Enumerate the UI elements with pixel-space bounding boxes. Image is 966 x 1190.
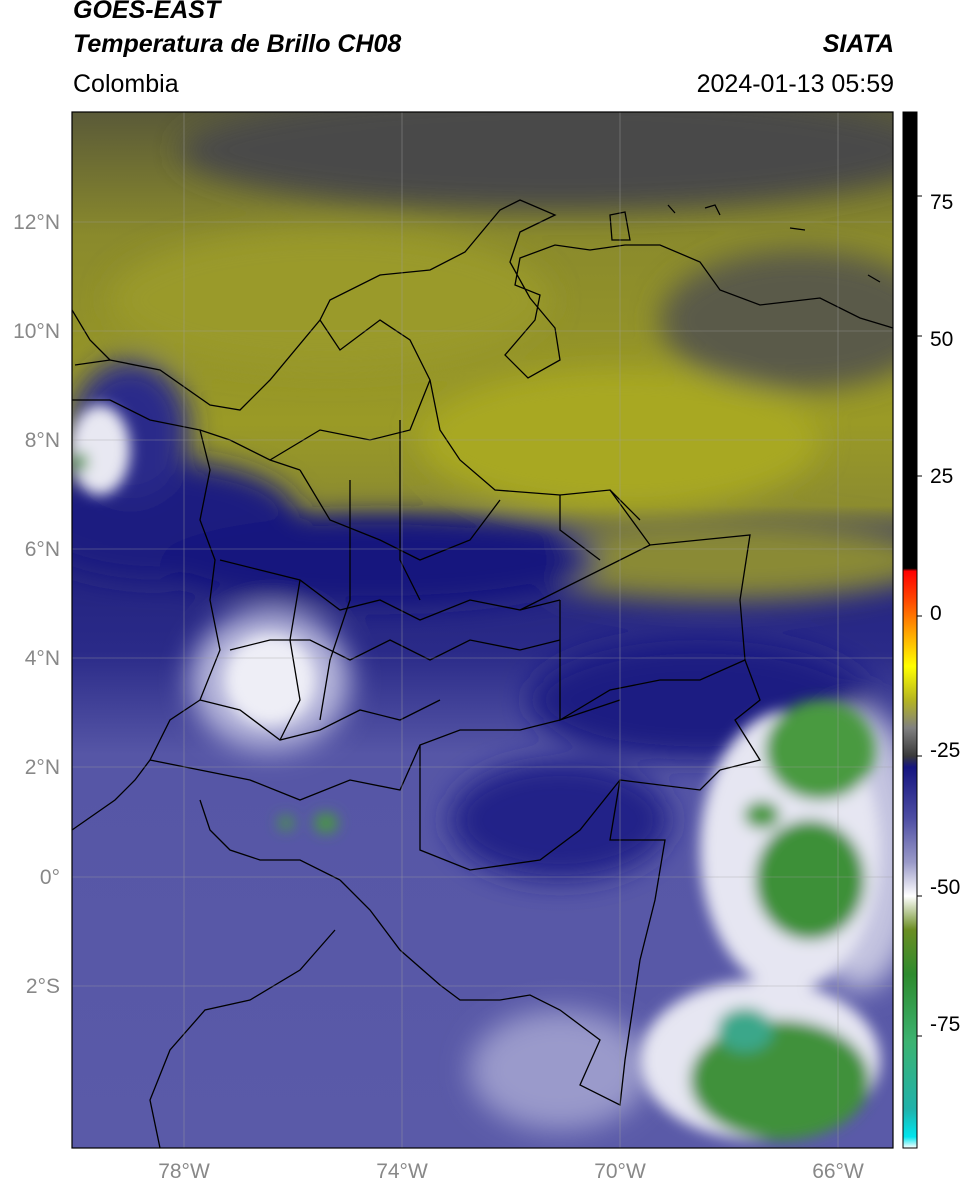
- lat-label-12n: 12°N: [13, 211, 60, 234]
- lat-label-0: 0°: [39, 866, 60, 889]
- coastline-pacific: [72, 399, 221, 831]
- coastline-caribbean: [74, 199, 893, 411]
- dept-7: [419, 745, 621, 871]
- organization-label: SIATA: [822, 30, 894, 58]
- border-peru: [199, 799, 341, 881]
- lat-label-10n: 10°N: [13, 320, 60, 343]
- colorbar-tick-50: 50: [930, 328, 954, 351]
- lat-label-6n: 6°N: [24, 538, 60, 561]
- colorbar-gradient: [903, 112, 917, 1148]
- lat-label-4n: 4°N: [24, 647, 60, 670]
- lon-label-74w: 74°W: [376, 1160, 428, 1183]
- dept-4: [229, 639, 561, 661]
- dept-5: [199, 699, 441, 741]
- lon-label-78w: 78°W: [158, 1160, 210, 1183]
- boundaries: [72, 199, 893, 1148]
- dept-6: [149, 699, 621, 801]
- dept-3: [219, 559, 561, 621]
- lat-label-2s: 2°S: [25, 975, 60, 998]
- lat-label-8n: 8°N: [24, 429, 60, 452]
- dept-9: [319, 480, 351, 721]
- colorbar-tick-minus25: -25: [930, 739, 961, 762]
- venezuela-states: [519, 489, 651, 611]
- colorbar-tick-75: 75: [930, 191, 954, 214]
- lat-label-2n: 2°N: [24, 756, 60, 779]
- border-brazil: [339, 769, 721, 1106]
- cloud-field: [72, 112, 893, 1148]
- graticule: [72, 112, 893, 1148]
- border-panama: [199, 429, 301, 471]
- colorbar-tick-25: 25: [930, 465, 954, 488]
- region-label: Colombia: [73, 70, 179, 98]
- colorbar: [903, 112, 922, 1148]
- dept-1: [269, 319, 431, 461]
- satellite-title: GOES-EAST: [73, 0, 221, 24]
- colorbar-tick-minus50: -50: [930, 876, 961, 899]
- colorbar-frame: [902, 111, 918, 1149]
- lon-label-66w: 66°W: [812, 1160, 864, 1183]
- map-frame: [71, 111, 894, 1149]
- dept-11: [279, 579, 301, 741]
- dept-10: [399, 420, 421, 601]
- central-america: [72, 309, 111, 401]
- coastline-south: [149, 929, 336, 1148]
- lon-label-70w: 70°W: [594, 1160, 646, 1183]
- dept-8: [559, 600, 746, 722]
- border-venezuela: [429, 379, 762, 771]
- colorbar-tick-0: 0: [930, 602, 942, 625]
- islands: [609, 204, 881, 283]
- datetime-label: 2024-01-13 05:59: [696, 70, 894, 98]
- product-title: Temperatura de Brillo CH08: [73, 30, 402, 58]
- colorbar-tick-minus75: -75: [930, 1013, 961, 1036]
